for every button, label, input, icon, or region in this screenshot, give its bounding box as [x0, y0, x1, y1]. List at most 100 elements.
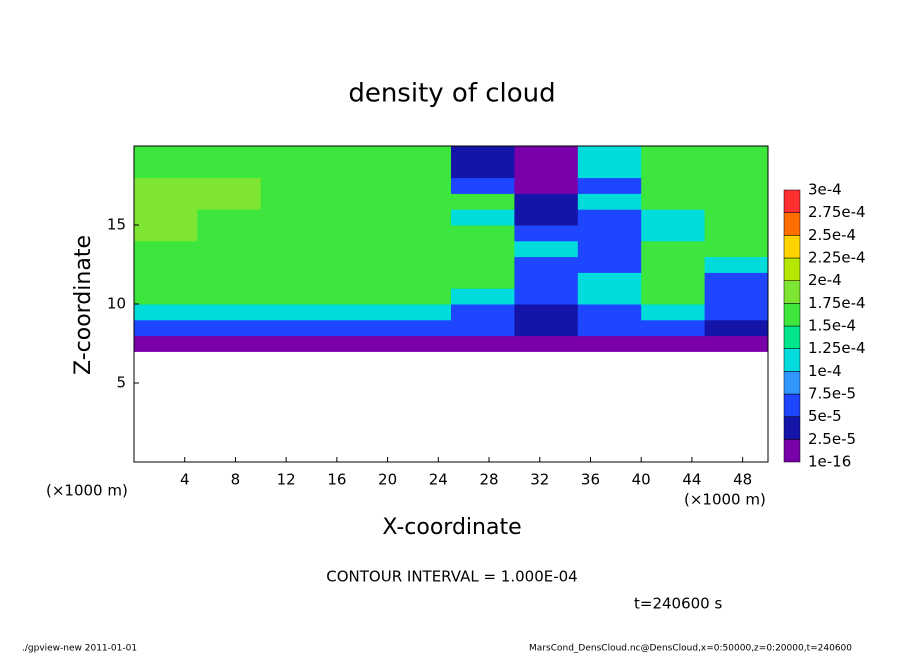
cell: [641, 193, 706, 210]
x-tick-label: 24: [429, 471, 448, 489]
cell: [451, 240, 515, 258]
cell: [197, 288, 262, 305]
cell: [260, 161, 325, 179]
cell: [197, 272, 262, 289]
colorbar-label: 1.25e-4: [808, 339, 866, 357]
cell: [577, 304, 642, 321]
cell: [387, 272, 452, 289]
colorbar-label: 3e-4: [808, 181, 842, 199]
cell: [134, 272, 198, 289]
cell: [641, 288, 706, 305]
cell: [324, 272, 389, 289]
cell: [451, 225, 515, 242]
cell: [134, 335, 198, 352]
x-tick-label: 48: [733, 471, 752, 489]
cell: [451, 146, 515, 163]
colorbar-swatch: [783, 280, 801, 304]
x-tick-label: 36: [581, 471, 600, 489]
cell: [260, 177, 325, 194]
cell: [577, 288, 642, 305]
cell: [704, 193, 769, 210]
cell: [514, 193, 579, 210]
cell: [324, 177, 389, 194]
cell: [641, 161, 706, 179]
cell: [387, 240, 452, 258]
x-unit: (×1000 m): [684, 491, 766, 509]
cell: [324, 288, 389, 305]
cell: [387, 304, 452, 321]
cell: [514, 304, 579, 321]
cell: [324, 225, 389, 242]
cell: [514, 256, 579, 273]
cell: [197, 193, 262, 210]
cell: [577, 161, 642, 179]
cell: [704, 146, 769, 163]
colorbar-label: 2.5e-5: [808, 430, 856, 448]
cell: [324, 146, 389, 163]
x-tick-label: 12: [277, 471, 296, 489]
cell: [641, 146, 706, 163]
colorbar-swatch: [783, 235, 801, 259]
x-tick-label: 16: [327, 471, 346, 489]
cell: [197, 146, 262, 163]
cell: [704, 335, 769, 352]
colorbar-swatch: [783, 348, 801, 372]
cell: [260, 304, 325, 321]
cell: [387, 225, 452, 242]
x-tick-label: 28: [479, 471, 498, 489]
cell: [387, 256, 452, 273]
colorbar-label: 2.5e-4: [808, 226, 856, 244]
cell: [641, 240, 706, 258]
cell: [260, 240, 325, 258]
colorbar-label: 1.75e-4: [808, 294, 866, 312]
colorbar-swatch: [783, 416, 801, 440]
cell: [134, 225, 198, 242]
cell: [134, 319, 198, 337]
cell: [641, 304, 706, 321]
cell: [260, 146, 325, 163]
time-label: t=240600 s: [634, 595, 722, 613]
cell: [641, 319, 706, 337]
cell: [134, 304, 198, 321]
cell: [451, 288, 515, 305]
footer-right: MarsCond_DensCloud.nc@DensCloud,x=0:5000…: [529, 644, 852, 654]
cell: [260, 209, 325, 226]
colorbar-label: 2.75e-4: [808, 203, 866, 221]
cell: [324, 256, 389, 273]
cell: [451, 161, 515, 179]
cell: [134, 240, 198, 258]
y-tick-label: 15: [107, 216, 126, 234]
cell: [387, 146, 452, 163]
cell: [704, 288, 769, 305]
cell: [324, 193, 389, 210]
cell: [134, 288, 198, 305]
cell: [514, 319, 579, 337]
cell: [451, 193, 515, 210]
cell: [577, 240, 642, 258]
cell: [260, 225, 325, 242]
x-tick-label: 44: [682, 471, 701, 489]
cell: [197, 161, 262, 179]
cell: [134, 146, 198, 163]
cell: [577, 209, 642, 226]
cell: [704, 161, 769, 179]
cell: [197, 240, 262, 258]
x-axis-label: X-coordinate: [382, 515, 521, 540]
cell: [134, 256, 198, 273]
cell: [260, 272, 325, 289]
cell: [387, 177, 452, 194]
cell: [260, 193, 325, 210]
x-tick-label: 40: [632, 471, 651, 489]
cell: [324, 335, 389, 352]
cell: [641, 256, 706, 273]
cell: [577, 272, 642, 289]
cell: [451, 272, 515, 289]
cell: [704, 240, 769, 258]
cell: [324, 209, 389, 226]
cell: [704, 177, 769, 194]
colorbar-label: 5e-5: [808, 407, 842, 425]
cell: [704, 304, 769, 321]
cell: [514, 335, 579, 352]
